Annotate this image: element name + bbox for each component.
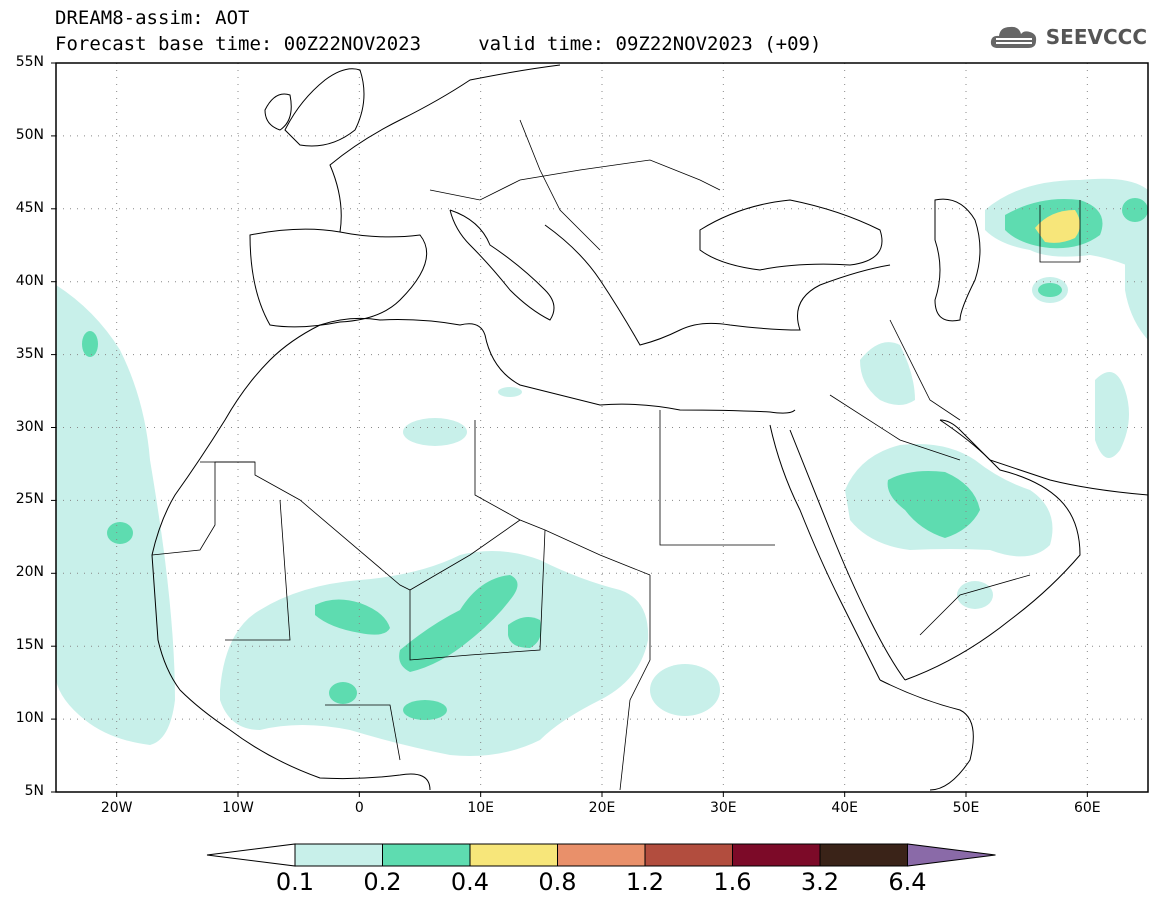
colorbar-label: 6.4 <box>873 868 943 896</box>
colorbar-label: 0.2 <box>348 868 418 896</box>
colorbar-segment <box>733 844 821 866</box>
colorbar-segment <box>383 844 471 866</box>
colorbar-segment <box>820 844 908 866</box>
colorbar-segment <box>645 844 733 866</box>
colorbar-segment <box>558 844 646 866</box>
colorbar-label: 3.2 <box>785 868 855 896</box>
colorbar-label: 1.6 <box>698 868 768 896</box>
colorbar-low-arrow <box>207 844 295 866</box>
colorbar-segment <box>295 844 383 866</box>
colorbar-high-arrow <box>908 844 996 866</box>
colorbar-label: 0.8 <box>523 868 593 896</box>
colorbar-label: 0.1 <box>260 868 330 896</box>
colorbar-label: 1.2 <box>610 868 680 896</box>
colorbar-segment <box>470 844 558 866</box>
colorbar-label: 0.4 <box>435 868 505 896</box>
